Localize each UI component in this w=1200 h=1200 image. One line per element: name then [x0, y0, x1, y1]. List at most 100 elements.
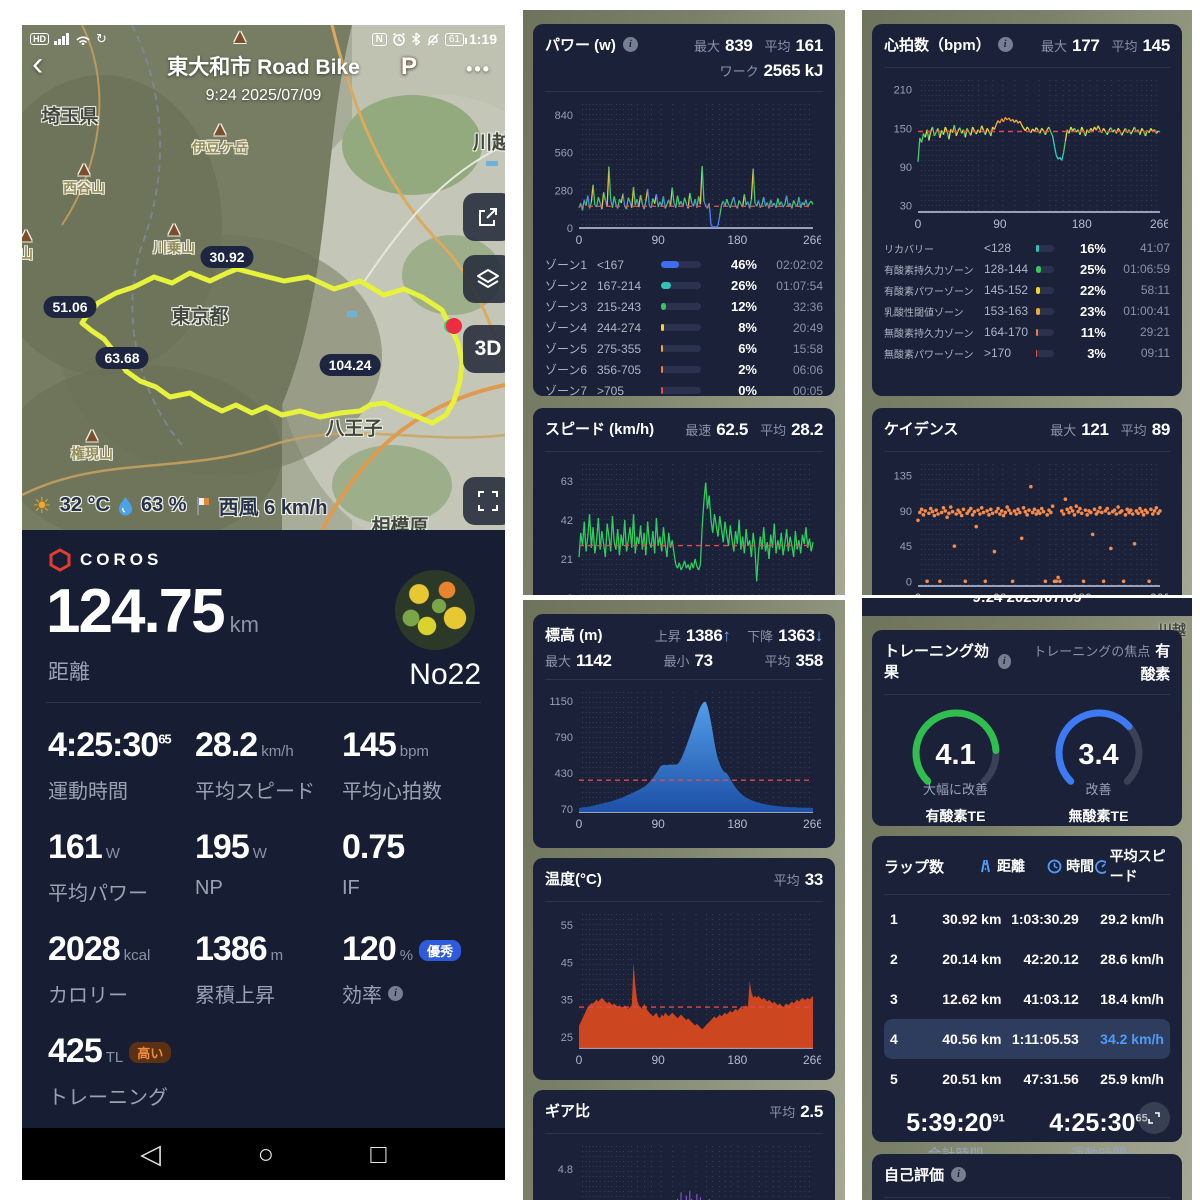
summary-panel: COROS 124.75 km 距離 No22 4:25:3065 運動時間 28.2… [22, 530, 505, 1128]
elevation-chart: 70 430 790 1150 0 90 180 266 [549, 691, 821, 831]
svg-text:790: 790 [555, 732, 573, 744]
summary-stat: 28.2 km/h 平均スピード [195, 726, 315, 803]
power-max: 839 [725, 36, 753, 55]
map-region-label: 相模原 [371, 516, 429, 531]
focus-value: 有酸素 [1140, 643, 1171, 684]
svg-text:90: 90 [900, 506, 912, 518]
laps-header: ラップ数 距離 時間 平均スピード [884, 846, 1170, 886]
speed-title: スピード (km/h) [545, 421, 655, 438]
lap-row[interactable]: 1 30.92 km 1:03:30.29 29.2 km/h [890, 911, 1164, 927]
expand-icon[interactable] [1138, 1102, 1170, 1134]
svg-text:180: 180 [727, 1053, 747, 1067]
more-button[interactable]: ••• [466, 59, 491, 79]
zone-row: 有酸素持久力ゾーン 128-144 25% 01:06:59 [884, 261, 1170, 277]
power-speed-screenshot: パワー (w) i 最大 839 平均 161 ワーク 2565 kJ 0 280 560 84… [523, 10, 845, 595]
nav-recents-button[interactable]: □ [370, 1138, 387, 1169]
elevation-avg: 358 [795, 650, 824, 670]
lap-row[interactable]: 4 40.56 km 1:11:05.53 34.2 km/h [884, 1019, 1170, 1059]
svg-text:42: 42 [561, 514, 573, 526]
svg-text:90: 90 [651, 817, 665, 831]
cadence-avg: 89 [1151, 420, 1171, 439]
svg-text:0: 0 [576, 1053, 583, 1067]
distance-label: 距離 [48, 661, 90, 684]
route-distance-marker: 51.06 [43, 296, 97, 318]
cadence-chart: 0 45 90 135 0 90 180 266 [894, 463, 1168, 595]
hr-title: 心拍数（bpm） [884, 37, 991, 54]
humidity-icon [118, 496, 132, 515]
svg-text:180: 180 [1072, 217, 1092, 231]
info-icon[interactable]: i [997, 37, 1013, 52]
layers-button[interactable] [463, 255, 505, 303]
training-effect-panel: トレーニング効果 i トレーニングの焦点 有酸素 4.1 大幅に改善 有酸素TE 3.4 改… [872, 630, 1182, 826]
hr-zones: リカバリー <128 16% 41:07 有酸素持久力ゾーン 128-144 25% 01:0… [884, 238, 1170, 364]
avg-label: 平均 [1111, 39, 1138, 54]
wind-value: 西風 6 km/h [218, 497, 328, 519]
speed-chart: 0 21 42 63 [561, 463, 814, 595]
clipped-title-bar: 9:24 2025/07/09 [862, 598, 1192, 616]
alarm-icon [392, 32, 405, 46]
map-route [79, 266, 465, 426]
svg-text:840: 840 [555, 110, 573, 122]
distance-unit: km [229, 612, 259, 637]
map-view[interactable]: 埼玉県 東京都 八王子 相模原 川越 ▲ ▲ 伊豆ケ岳 ▲ 西谷山 ▲ 川乗山 ▲ 山 ▲ 権現山 30.92 5… [22, 25, 505, 530]
map-canvas [22, 25, 505, 530]
3d-button[interactable]: 3D [463, 325, 505, 373]
mountain-icon: ▲ 山 [22, 224, 36, 262]
lap-row[interactable]: 5 20.51 km 47:31.56 25.9 km/h [890, 1071, 1164, 1087]
map-region-label: 東京都 [171, 306, 229, 328]
lap-row[interactable]: 2 20.14 km 42:20.12 28.6 km/h [890, 951, 1164, 967]
svg-text:45: 45 [900, 541, 912, 553]
descent-arrow-icon: ↓ [814, 626, 824, 645]
athlete-name: No22 [409, 658, 481, 691]
info-icon[interactable]: i [388, 986, 403, 1001]
nav-back-button[interactable]: ◁ [140, 1138, 162, 1169]
avg-label: 平均 [764, 39, 791, 54]
sync-icon: ↻ [96, 31, 107, 46]
back-button[interactable]: ‹ [32, 45, 44, 83]
info-icon[interactable]: i [951, 1167, 967, 1182]
max-label: 最大 [1041, 39, 1068, 54]
svg-text:266: 266 [803, 1053, 821, 1067]
info-icon[interactable]: i [622, 37, 638, 52]
fullscreen-button[interactable] [463, 477, 505, 525]
avatar[interactable] [395, 570, 475, 650]
zone-row: ゾーン4 244-274 8% 20:49 [545, 320, 823, 336]
zone-row: 有酸素パワーゾーン 145-152 22% 58:11 [884, 282, 1170, 298]
mountain-icon: ▲ [230, 26, 250, 48]
hr-chart: 30 90 150 210 0 90 180 266 [894, 79, 1168, 231]
svg-text:180: 180 [727, 817, 747, 831]
zone-row: 無酸素パワーゾーン >170 3% 09:11 [884, 345, 1170, 361]
svg-text:90: 90 [651, 1053, 665, 1067]
mountain-icon: ▲ 西谷山 [63, 158, 105, 196]
descent-value: 1363 [778, 626, 815, 645]
work-label: ワーク [719, 63, 759, 79]
svg-text:280: 280 [555, 186, 573, 198]
mute-bell-icon [427, 33, 439, 46]
info-icon[interactable]: i [997, 653, 1011, 669]
distance-value: 124.75 km [46, 577, 259, 646]
svg-text:1150: 1150 [549, 696, 573, 708]
share-button[interactable] [463, 193, 505, 241]
svg-text:560: 560 [555, 148, 573, 160]
activity-title: 東大和市 Road Bike [167, 56, 360, 79]
svg-text:21: 21 [561, 554, 573, 566]
svg-text:63: 63 [561, 475, 573, 487]
coros-logo: COROS [48, 548, 162, 572]
lap-row[interactable]: 3 12.62 km 41:03.12 18.4 km/h [890, 991, 1164, 1007]
power-panel: パワー (w) i 最大 839 平均 161 ワーク 2565 kJ 0 280 560 84… [533, 24, 835, 398]
training-effect-gauge: 4.1 大幅に改善 有酸素TE [896, 705, 1016, 826]
mountain-icon: ▲ 権現山 [71, 424, 113, 462]
ascent-arrow-icon: ↑ [722, 626, 732, 645]
speed-panel: スピード (km/h) 最速 62.5 平均 28.2 0 21 42 63 [533, 408, 835, 595]
temperature-title: 温度(°C) [545, 871, 602, 888]
laps-col-number: ラップ数 [884, 858, 945, 876]
max-label: 最大 [1050, 423, 1077, 438]
zone-row: ゾーン7 >705 0% 00:05 [545, 383, 823, 399]
nav-home-button[interactable]: ○ [257, 1138, 274, 1169]
summary-stat: 145 bpm 平均心拍数 [342, 726, 442, 803]
svg-text:70: 70 [561, 804, 573, 816]
laps-col-speed: 平均スピード [1094, 846, 1170, 886]
svg-text:135: 135 [894, 470, 912, 482]
svg-text:45: 45 [561, 957, 573, 969]
